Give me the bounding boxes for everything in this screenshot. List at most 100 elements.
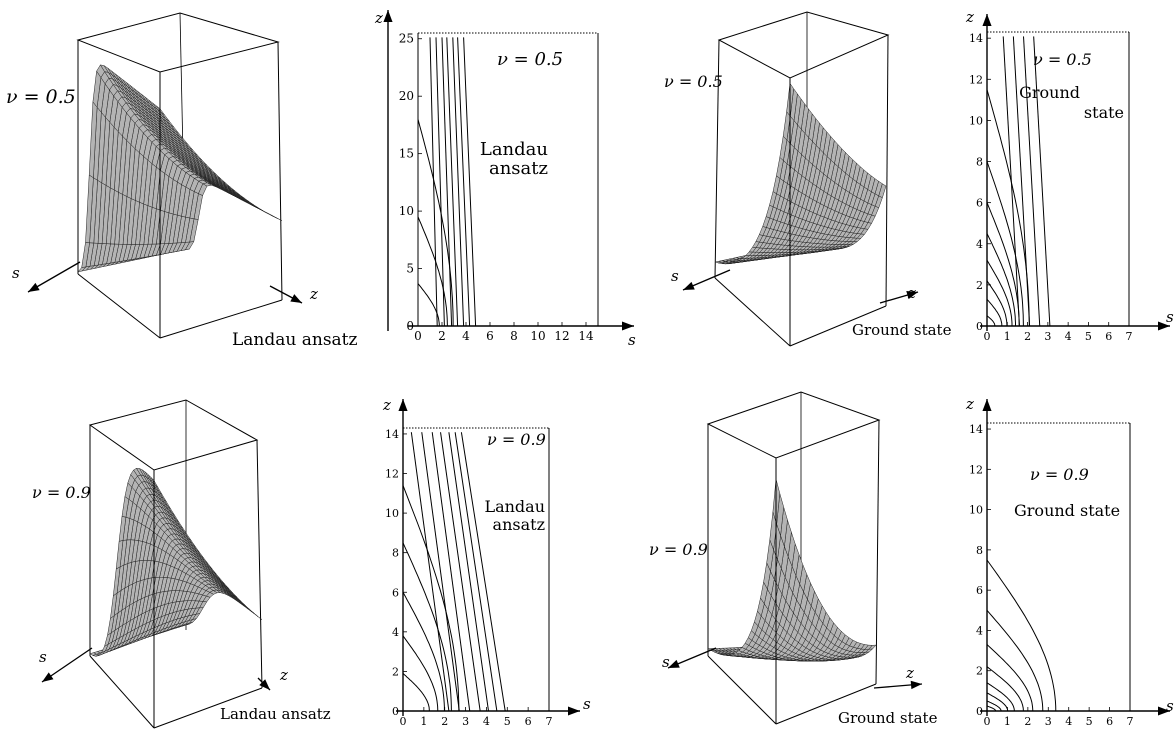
y-tick-label: 6 — [392, 586, 399, 599]
caption: Landau ansatz — [232, 330, 358, 350]
s-axis-label: s — [671, 267, 679, 285]
y-tick-label: 0 — [406, 319, 414, 333]
y-tick-label: 25 — [399, 32, 414, 46]
s-axis-label: s — [628, 331, 636, 349]
nu-label: ν = 0.5 — [1033, 50, 1092, 69]
y-tick-label: 0 — [392, 705, 399, 718]
s-axis-label: s — [662, 653, 670, 671]
x-tick-label: 2 — [1024, 715, 1031, 728]
s-axis-arrowhead — [668, 660, 680, 668]
s-axis-label: s — [1166, 308, 1174, 326]
contour-line — [449, 432, 489, 711]
caption-line: Landau — [484, 497, 545, 516]
contour-line — [987, 683, 1014, 711]
y-tick-label: 10 — [399, 204, 414, 218]
contour-line — [430, 37, 437, 326]
x-tick-label: 2 — [441, 715, 448, 728]
y-tick-label: 14 — [969, 423, 983, 436]
x-tick-label: 3 — [462, 715, 469, 728]
contour-line — [422, 432, 460, 711]
nu-label: ν = 0.5 — [664, 72, 723, 91]
s-axis-arrowhead — [683, 282, 695, 290]
box-top-face — [78, 13, 278, 72]
x-tick-label: 14 — [578, 329, 594, 343]
box-edge — [257, 440, 262, 688]
contour-line — [447, 37, 458, 326]
x-tick-label: 2 — [1024, 330, 1031, 343]
contour-line — [403, 673, 429, 711]
x-tick-label: 7 — [1127, 715, 1134, 728]
nu-label: ν = 0.9 — [487, 430, 546, 449]
x-tick-label: 6 — [525, 715, 532, 728]
y-tick-label: 8 — [976, 544, 983, 557]
y-tick-label: 10 — [969, 114, 983, 127]
box-edge — [78, 274, 160, 338]
contour-line — [441, 432, 481, 711]
contour-line — [987, 316, 995, 326]
y-tick-label: 2 — [392, 665, 399, 678]
x-tick-label: 0 — [984, 715, 991, 728]
y-tick-label: 8 — [976, 156, 983, 169]
x-tick-label: 0 — [400, 715, 407, 728]
y-tick-label: 4 — [976, 238, 983, 251]
y-tick-label: 4 — [976, 624, 983, 637]
z-axis-arrowhead — [398, 399, 407, 411]
box-edge — [886, 35, 888, 306]
nu-label: ν = 0.9 — [32, 483, 91, 502]
x-tick-label: 1 — [1004, 330, 1011, 343]
x-tick-label: 7 — [546, 715, 553, 728]
x-tick-label: 3 — [1045, 715, 1052, 728]
s-axis-arrowhead — [568, 706, 580, 715]
x-tick-label: 7 — [1126, 330, 1133, 343]
contour-line — [403, 592, 444, 711]
x-tick-label: 6 — [1105, 330, 1112, 343]
x-tick-label: 5 — [1085, 330, 1092, 343]
x-tick-label: 1 — [420, 715, 427, 728]
contour-line — [1013, 36, 1029, 326]
contour-line — [453, 37, 464, 326]
x-tick-label: 5 — [1086, 715, 1093, 728]
x-tick-label: 5 — [504, 715, 511, 728]
x-tick-label: 0 — [414, 329, 422, 343]
z-axis-arrowhead — [290, 294, 302, 303]
x-tick-label: 12 — [554, 329, 569, 343]
caption-line: Ground state — [1014, 501, 1120, 520]
caption: Ground state — [852, 321, 952, 339]
s-axis-arrowhead — [42, 672, 53, 682]
y-tick-label: 0 — [976, 705, 983, 718]
contour-line — [1003, 36, 1019, 326]
x-tick-label: 10 — [530, 329, 545, 343]
contour-line — [1024, 36, 1040, 326]
y-tick-label: 12 — [385, 468, 399, 481]
x-tick-label: 1 — [1004, 715, 1011, 728]
contour-line — [403, 485, 459, 711]
s-axis-arrowhead — [28, 283, 40, 292]
contour-line — [461, 432, 505, 711]
s-axis-label: s — [1166, 697, 1174, 715]
box-top-face — [90, 400, 257, 470]
y-tick-label: 6 — [976, 197, 983, 210]
y-tick-label: 12 — [969, 73, 983, 86]
y-tick-label: 12 — [969, 463, 983, 476]
s-axis-label: s — [12, 264, 20, 282]
box-top-face — [719, 12, 888, 78]
x-tick-label: 8 — [510, 329, 518, 343]
z-axis-label: z — [309, 285, 318, 303]
z-axis-arrowhead — [982, 399, 991, 411]
y-tick-label: 0 — [976, 320, 983, 333]
caption: Landau ansatz — [220, 705, 331, 723]
x-tick-label: 6 — [486, 329, 494, 343]
caption-line: Landau — [480, 139, 548, 160]
x-tick-label: 6 — [1106, 715, 1113, 728]
nu-label: ν = 0.5 — [6, 86, 76, 108]
contour-line — [403, 543, 451, 711]
x-tick-label: 3 — [1044, 330, 1051, 343]
caption-line: Ground — [1019, 83, 1080, 102]
z-axis-label: z — [965, 395, 974, 413]
contour-line — [455, 432, 497, 711]
caption-line: state — [1084, 103, 1124, 122]
